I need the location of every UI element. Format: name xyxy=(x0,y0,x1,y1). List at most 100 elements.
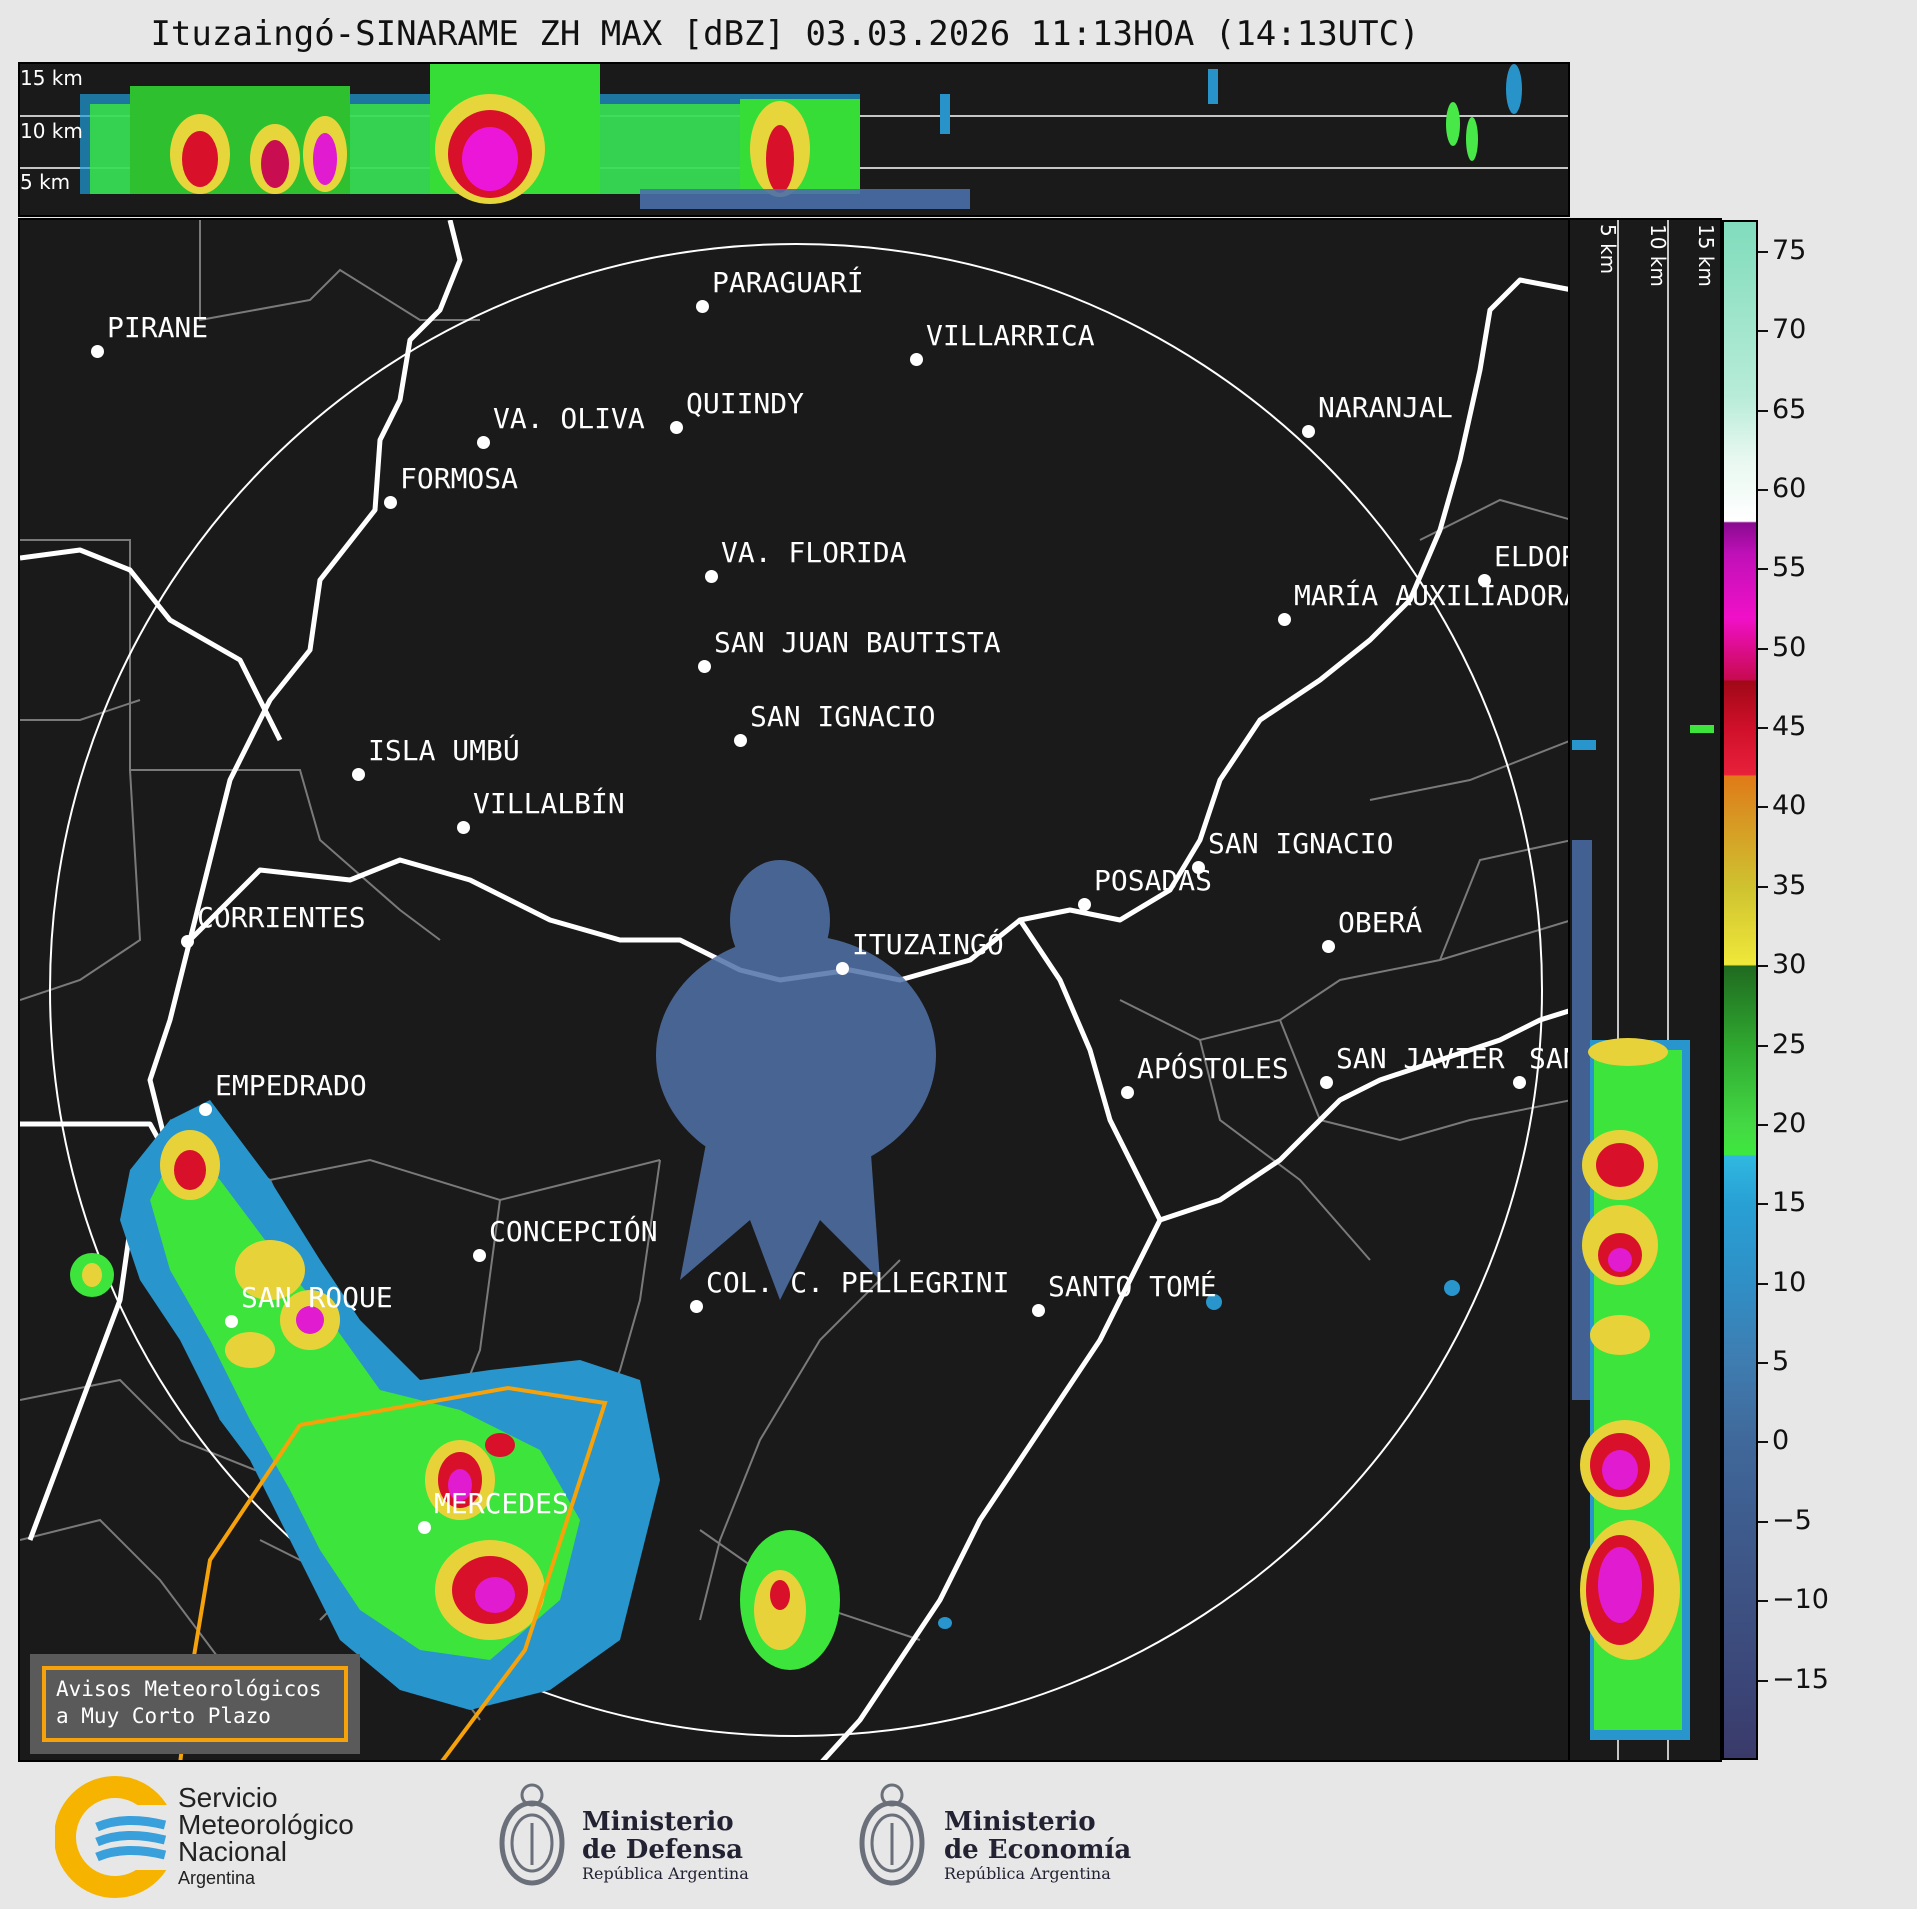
city-label: COL. C. PELLEGRINI xyxy=(706,1266,1010,1299)
defensa-line-2: de Defensa xyxy=(582,1835,743,1865)
colorbar-tick-label: −5 xyxy=(1772,1504,1812,1536)
economia-line-2: de Economía xyxy=(944,1835,1132,1865)
colorbar-tick xyxy=(1758,330,1768,333)
city-marker xyxy=(910,353,923,366)
city-label: VA. FLORIDA xyxy=(721,536,907,569)
city-marker xyxy=(199,1103,212,1116)
city-marker xyxy=(696,300,709,313)
smn-line-1: Servicio xyxy=(178,1782,278,1813)
dbz-colorbar xyxy=(1722,220,1758,1760)
colorbar-tick xyxy=(1758,647,1768,650)
city-marker xyxy=(705,570,718,583)
city-label: SAN xyxy=(1529,1042,1568,1075)
smn-line-3: Nacional xyxy=(178,1836,287,1867)
warning-line-2: a Muy Corto Plazo xyxy=(56,1704,271,1728)
side-cross-section-echoes xyxy=(1572,220,1714,1760)
city-label: CORRIENTES xyxy=(197,901,366,934)
city-label: CONCEPCIÓN xyxy=(489,1215,658,1248)
colorbar-tick-label: 65 xyxy=(1772,393,1807,425)
colorbar-tick-label: 0 xyxy=(1772,1425,1790,1457)
city-label: SAN JAVIER xyxy=(1336,1042,1505,1075)
city-label: VILLARRICA xyxy=(926,319,1095,352)
city-marker xyxy=(1478,574,1491,587)
city-label: SANTO TOMÉ xyxy=(1048,1270,1217,1303)
colorbar-tick-label: 40 xyxy=(1772,790,1807,822)
colorbar-tick xyxy=(1758,409,1768,412)
defensa-text: Ministerio de Defensa República Argentin… xyxy=(582,1808,749,1883)
city-label: POSADAS xyxy=(1094,864,1213,897)
warning-line-1: Avisos Meteorológicos xyxy=(56,1677,322,1701)
city-marker xyxy=(734,734,747,747)
colorbar-tick-label: 25 xyxy=(1772,1028,1807,1060)
smn-line-2: Meteorológico xyxy=(178,1809,354,1840)
colorbar-tick-label: 75 xyxy=(1772,234,1807,266)
city-marker xyxy=(1278,613,1291,626)
smn-line-4: Argentina xyxy=(178,1868,256,1888)
top-cross-section-echoes xyxy=(20,64,1568,209)
colorbar-tick-label: 5 xyxy=(1772,1346,1790,1378)
city-marker xyxy=(181,935,194,948)
warning-legend: Avisos Meteorológicos a Muy Corto Plazo xyxy=(30,1654,360,1754)
city-marker xyxy=(1302,425,1315,438)
city-marker xyxy=(91,345,104,358)
city-label: ITUZAINGÓ xyxy=(852,928,1004,961)
city-marker xyxy=(418,1521,431,1534)
colorbar-tick-label: 60 xyxy=(1772,472,1807,504)
city-label: QUIINDY xyxy=(686,387,805,420)
city-label: FORMOSA xyxy=(400,462,519,495)
city-label: SAN JUAN BAUTISTA xyxy=(714,626,1001,659)
radar-map[interactable]: PIRANE PARAGUARÍ VILLARRICA VA. OLIVA QUIIND… xyxy=(18,218,1570,1762)
defensa-line-3: República Argentina xyxy=(582,1864,749,1883)
top-cross-section: 15 km 10 km 5 km xyxy=(18,62,1570,217)
colorbar-tick-label: 45 xyxy=(1772,711,1807,743)
colorbar-tick-label: 55 xyxy=(1772,552,1807,584)
colorbar-tick xyxy=(1758,1679,1768,1682)
defensa-seal-icon xyxy=(499,1783,565,1886)
side-height-label-5: 5 km xyxy=(1596,224,1620,275)
side-height-label-15: 15 km xyxy=(1694,224,1718,287)
city-label: SAN ROQUE xyxy=(241,1281,393,1314)
colorbar-tick xyxy=(1758,1203,1768,1206)
city-label: ELDORADO xyxy=(1494,540,1568,573)
side-cross-section: 5 km 10 km 15 km xyxy=(1568,218,1722,1762)
radar-range-ring xyxy=(49,243,1543,1737)
city-label: SAN IGNACIO xyxy=(1208,827,1394,860)
smn-logo-icon xyxy=(55,1776,175,1898)
city-marker xyxy=(1121,1086,1134,1099)
colorbar-tick-label: 15 xyxy=(1772,1187,1807,1219)
colorbar-tick xyxy=(1758,1362,1768,1365)
city-label: EMPEDRADO xyxy=(215,1069,367,1102)
city-marker xyxy=(698,660,711,673)
colorbar-tick xyxy=(1758,965,1768,968)
colorbar-tick xyxy=(1758,727,1768,730)
city-label: MERCEDES xyxy=(434,1487,569,1520)
smn-logo-text: Servicio Meteorológico Nacional Argentin… xyxy=(178,1784,354,1892)
city-marker xyxy=(457,821,470,834)
city-marker xyxy=(352,768,365,781)
colorbar-tick xyxy=(1758,1520,1768,1523)
city-marker xyxy=(1078,898,1091,911)
colorbar-tick xyxy=(1758,1282,1768,1285)
colorbar-tick xyxy=(1758,885,1768,888)
colorbar-tick xyxy=(1758,1123,1768,1126)
city-marker xyxy=(690,1300,703,1313)
colorbar-tick-label: 20 xyxy=(1772,1107,1807,1139)
radar-map-layers xyxy=(20,220,1568,1760)
city-marker xyxy=(225,1315,238,1328)
colorbar-tick xyxy=(1758,1600,1768,1603)
economia-line-3: República Argentina xyxy=(944,1864,1111,1883)
city-marker xyxy=(1320,1076,1333,1089)
city-label: NARANJAL xyxy=(1318,391,1453,424)
city-label: SAN IGNACIO xyxy=(750,700,936,733)
city-marker xyxy=(836,962,849,975)
city-label: ISLA UMBÚ xyxy=(368,734,520,767)
city-label: OBERÁ xyxy=(1338,906,1423,939)
defensa-line-1: Ministerio xyxy=(582,1807,734,1837)
city-label: MARÍA AUXILIADORA xyxy=(1294,579,1570,612)
city-marker xyxy=(473,1249,486,1262)
economia-text: Ministerio de Economía República Argenti… xyxy=(944,1808,1131,1883)
city-marker xyxy=(384,496,397,509)
city-marker xyxy=(477,436,490,449)
side-height-label-10: 10 km xyxy=(1646,224,1670,287)
city-marker xyxy=(670,421,683,434)
